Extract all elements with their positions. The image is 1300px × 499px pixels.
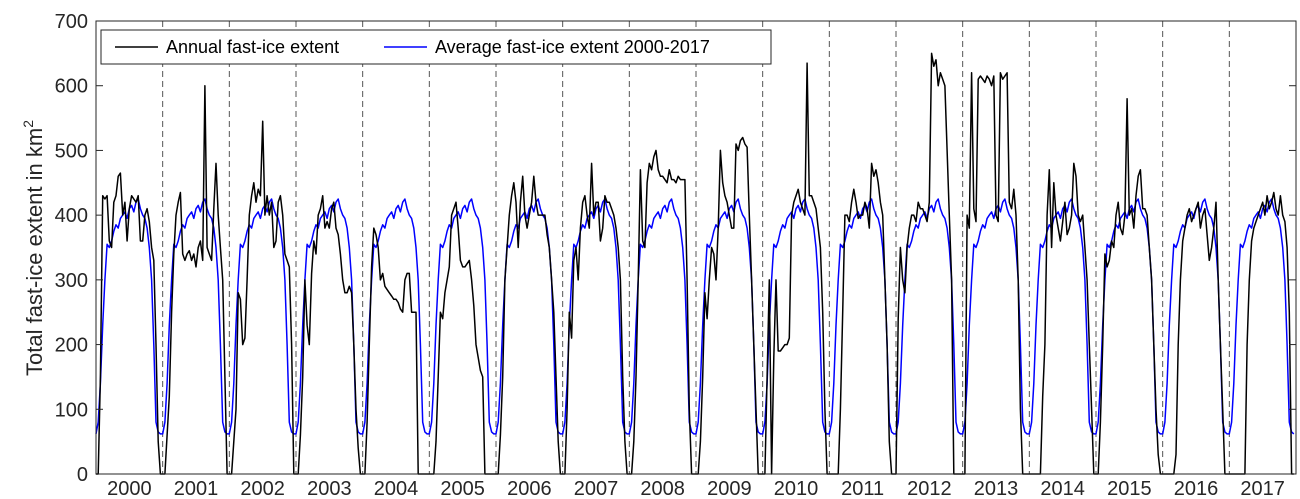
x-tick-label: 2010: [774, 478, 819, 499]
y-tick-label: 700: [55, 11, 88, 33]
y-axis-label-superscript: 2: [20, 120, 36, 128]
x-tick-label: 2004: [374, 478, 419, 499]
y-tick-label: 500: [55, 140, 88, 162]
x-tick-label: 2014: [1040, 478, 1085, 499]
x-tick-label: 2009: [707, 478, 752, 499]
y-axis-label: Total fast-ice extent in km2: [20, 120, 47, 376]
y-tick-label: 200: [55, 335, 88, 357]
legend-box: [100, 29, 772, 65]
x-tick-label: 2007: [574, 478, 619, 499]
y-axis-ticks: 0 100 200 300 400 500 600 700: [55, 11, 1296, 486]
y-tick-label: 400: [55, 205, 88, 227]
legend: Annual fast-ice extent Average fast-ice …: [100, 29, 772, 65]
plot-frame: [95, 20, 1297, 475]
x-tick-label: 2003: [307, 478, 352, 499]
year-separator-lines: [162, 21, 1230, 474]
x-tick-label: 2017: [1240, 478, 1285, 499]
annual-series-line: [96, 52, 1294, 475]
legend-label-average: Average fast-ice extent 2000-2017: [435, 37, 710, 57]
annual-series: [96, 52, 1294, 475]
x-tick-label: 2000: [107, 478, 152, 499]
x-tick-label: 2005: [440, 478, 485, 499]
x-tick-label: 2013: [974, 478, 1019, 499]
x-tick-label: 2012: [907, 478, 952, 499]
x-tick-label: 2011: [841, 478, 884, 499]
x-axis-year-labels: 2000 2001 2002 2003 2004 2005 2006 2007 2008 2009…: [107, 478, 1285, 499]
y-axis-label-text: Total fast-ice extent in km: [22, 128, 47, 376]
y-tick-label: 0: [77, 464, 88, 486]
y-tick-label: 100: [55, 399, 88, 421]
average-series-line: [95, 198, 1295, 435]
y-tick-label: 300: [55, 270, 88, 292]
x-tick-label: 2008: [640, 478, 685, 499]
y-tick-label: 600: [55, 76, 88, 98]
x-tick-label: 2001: [174, 478, 219, 499]
x-tick-label: 2015: [1107, 478, 1152, 499]
x-tick-label: 2016: [1174, 478, 1219, 499]
legend-label-annual: Annual fast-ice extent: [166, 37, 339, 57]
x-tick-label: 2006: [507, 478, 552, 499]
x-tick-label: 2002: [240, 478, 285, 499]
average-series: [95, 198, 1295, 435]
